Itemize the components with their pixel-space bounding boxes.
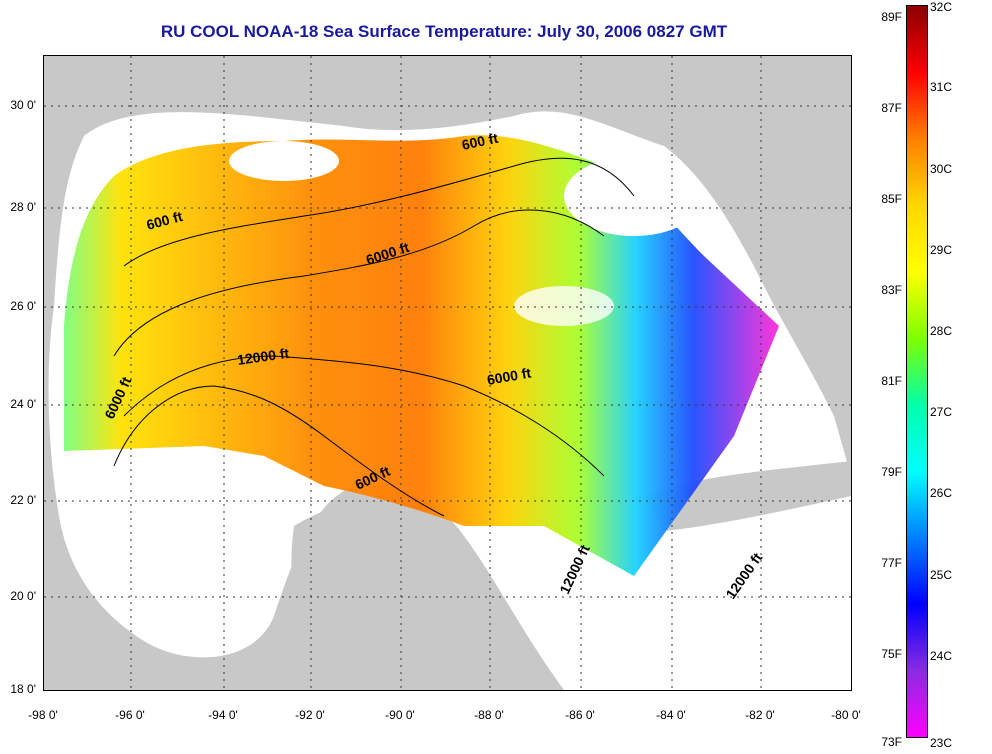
cloud-patch <box>514 286 614 326</box>
longitude-tick: -96 0' <box>115 708 145 722</box>
colorbar-celsius-label: 23C <box>930 736 953 750</box>
longitude-tick: -88 0' <box>474 708 504 722</box>
colorbar-celsius-label: 30C <box>930 162 953 176</box>
colorbar-fahrenheit-label: 75F <box>881 647 902 661</box>
colorbar-fahrenheit-label: 83F <box>881 283 902 297</box>
sst-map-canvas <box>44 56 851 690</box>
contour-label: 6000 ft <box>364 239 411 268</box>
longitude-tick: -90 0' <box>385 708 415 722</box>
colorbar-fahrenheit-label: 77F <box>881 556 902 570</box>
colorbar-celsius-label: 26C <box>930 486 953 500</box>
florida-land <box>644 56 851 406</box>
contour-label: 12000 ft <box>722 550 765 602</box>
contour-label: 12000 ft <box>556 542 593 596</box>
colorbar-celsius-label: 25C <box>930 568 953 582</box>
colorbar-celsius-label: 28C <box>930 324 953 338</box>
latitude-tick: 20 0' <box>10 589 36 603</box>
colorbar-fahrenheit-label: 89F <box>881 10 902 24</box>
colorbar-fahrenheit-label: 81F <box>881 374 902 388</box>
colorbar-celsius-label: 31C <box>930 80 953 94</box>
latitude-tick: 22 0' <box>10 493 36 507</box>
contour-label: 600 ft <box>353 463 393 493</box>
yucatan-land <box>291 502 484 690</box>
colorbar-fahrenheit-label: 79F <box>881 465 902 479</box>
temperature-colorbar <box>906 5 928 738</box>
longitude-tick: -80 0' <box>831 708 861 722</box>
colorbar-fahrenheit-label: 85F <box>881 192 902 206</box>
longitude-tick: -84 0' <box>656 708 686 722</box>
contour-label: 6000 ft <box>101 374 134 421</box>
colorbar-fahrenheit-label: 73F <box>881 735 902 749</box>
latitude-tick: 26 0' <box>10 299 36 313</box>
latitude-tick: 24 0' <box>10 397 36 411</box>
longitude-tick: -86 0' <box>565 708 595 722</box>
colorbar-celsius-label: 27C <box>930 405 953 419</box>
contour-label: 600 ft <box>460 130 499 153</box>
colorbar-celsius-label: 29C <box>930 243 953 257</box>
map-title: RU COOL NOAA-18 Sea Surface Temperature:… <box>160 22 728 41</box>
latitude-tick: 18 0' <box>10 682 36 696</box>
contour-labels: 600 ft 600 ft 6000 ft 12000 ft 6000 ft 6… <box>43 55 850 689</box>
contour-label: 12000 ft <box>236 345 290 368</box>
cloud-patch <box>229 141 339 181</box>
longitude-tick: -98 0' <box>28 708 58 722</box>
sst-map <box>43 55 852 691</box>
latitude-tick: 28 0' <box>10 200 36 214</box>
colorbar-celsius-label: 24C <box>930 649 953 663</box>
latitude-tick: 30 0' <box>10 98 36 112</box>
bathymetry-contours <box>113 157 635 517</box>
colorbar-fahrenheit-label: 87F <box>881 101 902 115</box>
cuba-land <box>644 461 851 531</box>
longitude-tick: -82 0' <box>745 708 775 722</box>
contour-label: 6000 ft <box>486 364 533 388</box>
contour-label: 600 ft <box>145 208 185 233</box>
sst-swath <box>64 135 779 576</box>
colorbar-celsius-label: 32C <box>930 0 953 14</box>
longitude-tick: -92 0' <box>295 708 325 722</box>
graticule <box>44 56 851 690</box>
longitude-tick: -94 0' <box>208 708 238 722</box>
